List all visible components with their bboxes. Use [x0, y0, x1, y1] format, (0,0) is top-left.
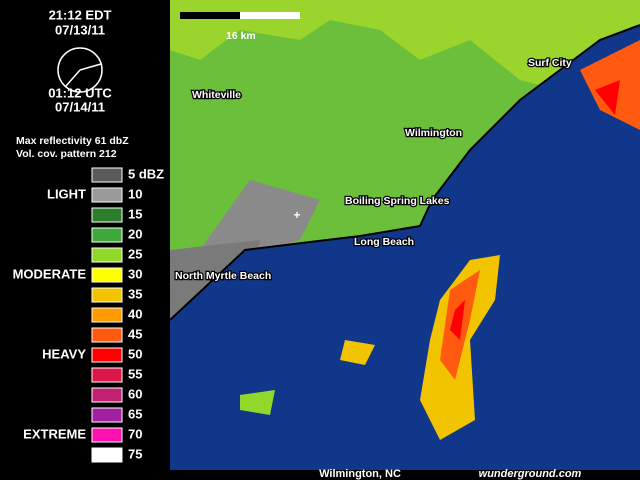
legend-swatch — [91, 407, 123, 423]
clock-hand — [79, 63, 102, 71]
city-label: North Myrtle Beach — [175, 270, 271, 282]
clock-hand — [65, 69, 81, 87]
legend-swatch — [91, 227, 123, 243]
legend-level: 10 — [128, 186, 142, 201]
legend-category: HEAVY — [42, 346, 86, 361]
legend-level: 70 — [128, 426, 142, 441]
scale-label: 16 km — [226, 30, 256, 42]
city-label: Long Beach — [354, 236, 414, 248]
svg-text:+: + — [293, 208, 300, 222]
date-utc: 07/14/11 — [55, 99, 105, 114]
legend-swatch — [91, 167, 123, 183]
legend-level: 50 — [128, 346, 142, 361]
clock — [57, 47, 103, 93]
legend-level: 55 — [128, 366, 142, 381]
legend-swatch — [91, 207, 123, 223]
reflectivity: Max reflectivity 61 dbZ — [16, 135, 129, 147]
legend-level: 45 — [128, 326, 142, 341]
legend-level: 5 dBZ — [128, 166, 164, 181]
time-utc: 01:12 UTC — [48, 85, 112, 100]
legend-level: 40 — [128, 306, 142, 321]
city-label: Boiling Spring Lakes — [345, 195, 450, 207]
date-local: 07/13/11 — [55, 22, 105, 37]
legend-level: 60 — [128, 386, 142, 401]
map: + — [169, 0, 640, 470]
legend-swatch — [91, 347, 123, 363]
legend-swatch — [91, 187, 123, 203]
legend-swatch — [91, 367, 123, 383]
legend-level: 15 — [128, 206, 142, 221]
legend-swatch — [91, 267, 123, 283]
pattern: Vol. cov. pattern 212 — [16, 148, 117, 160]
city-label: Wilmington — [405, 127, 462, 139]
city-label: Surf City — [528, 57, 572, 69]
legend-level: 25 — [128, 246, 142, 261]
legend-level: 35 — [128, 286, 142, 301]
legend-swatch — [91, 247, 123, 263]
legend-category: EXTREME — [23, 426, 86, 441]
legend-swatch — [91, 327, 123, 343]
legend-swatch — [91, 447, 123, 463]
legend-swatch — [91, 287, 123, 303]
city-label: Whiteville — [192, 89, 241, 101]
legend-level: 75 — [128, 446, 142, 461]
legend-level: 65 — [128, 406, 142, 421]
legend-swatch — [91, 387, 123, 403]
legend-swatch — [91, 307, 123, 323]
legend-level: 20 — [128, 226, 142, 241]
time-local: 21:12 EDT — [49, 7, 112, 22]
legend-swatch — [91, 427, 123, 443]
legend-category: MODERATE — [13, 266, 87, 281]
legend-level: 30 — [128, 266, 142, 281]
brand: wunderground.com — [479, 468, 582, 480]
station: Wilmington, NC — [319, 468, 401, 480]
legend-category: LIGHT — [47, 186, 86, 201]
